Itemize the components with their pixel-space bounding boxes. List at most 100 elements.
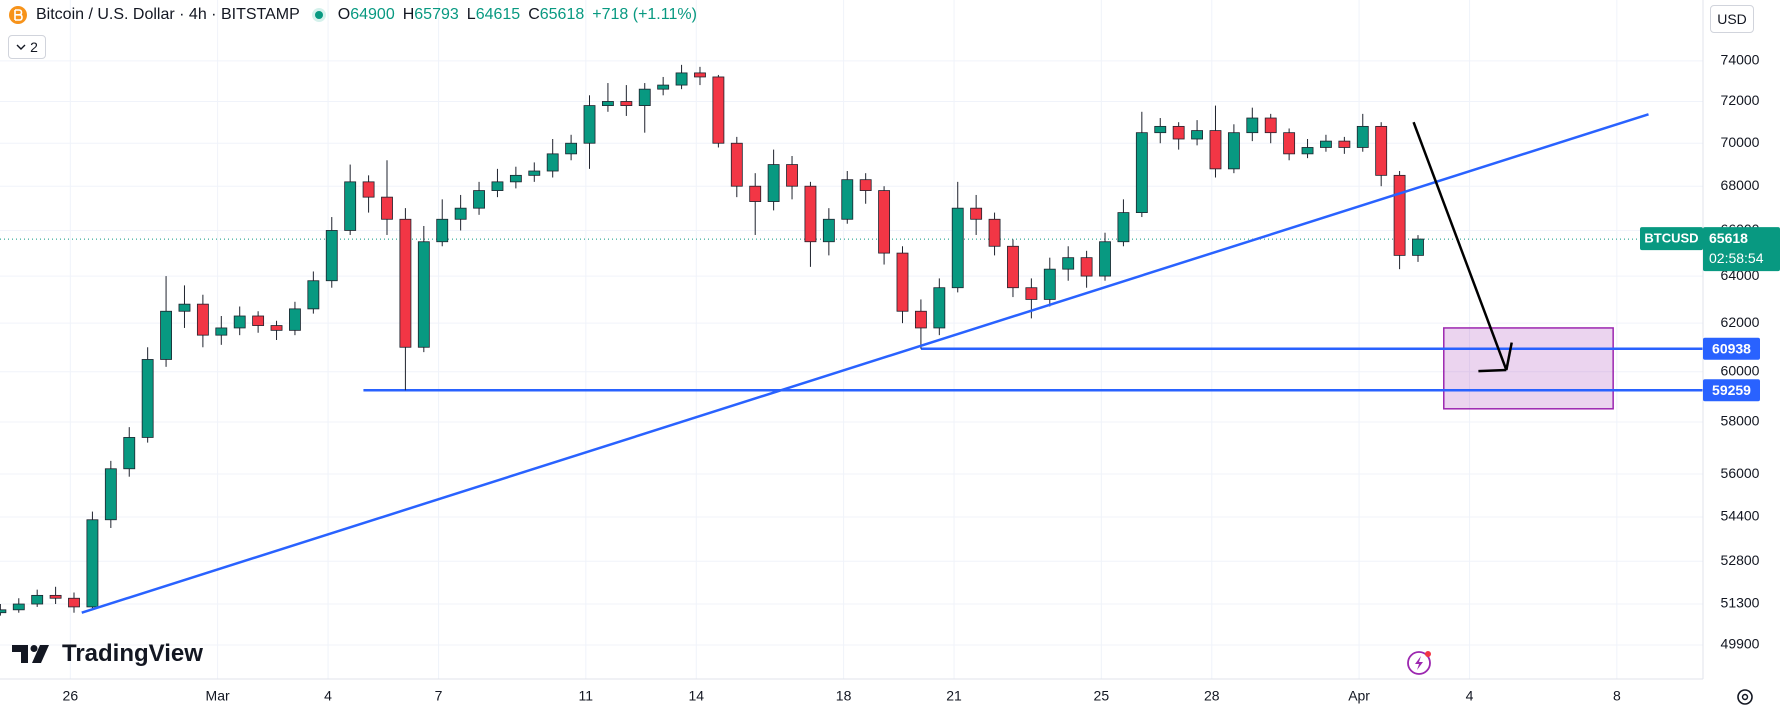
candle-body <box>565 142 578 155</box>
candle-body <box>473 190 485 209</box>
candle-body <box>68 597 80 608</box>
y-tick-label: 56000 <box>1721 465 1760 481</box>
gear-icon <box>1737 689 1753 705</box>
candle-body <box>1154 125 1167 134</box>
coin-icon <box>9 6 27 24</box>
candle-body <box>712 76 725 144</box>
candle-body <box>1191 130 1203 140</box>
events-icon <box>1407 651 1431 675</box>
x-tick-label: 18 <box>836 688 852 704</box>
candle-body <box>289 308 301 331</box>
candle-body <box>362 181 375 198</box>
x-tick-label: Apr <box>1348 688 1370 704</box>
candle-body <box>160 310 172 360</box>
symbol-title[interactable]: Bitcoin / U.S. Dollar · 4h · BITSTAMP <box>36 6 300 23</box>
y-tick-label: 49900 <box>1721 636 1760 652</box>
candle-body <box>1172 125 1185 140</box>
candle-body <box>1375 125 1388 176</box>
candle-body <box>1135 132 1148 214</box>
ohlc-value: 64615 <box>475 6 521 23</box>
indicators-toggle[interactable]: 2 <box>8 35 46 59</box>
y-tick-label: 54400 <box>1721 508 1760 524</box>
candle-body <box>49 594 62 599</box>
x-tick-label: 11 <box>579 688 594 704</box>
candle-body <box>436 218 449 243</box>
arrow-head <box>1478 368 1507 373</box>
candle-body <box>381 196 393 220</box>
candle-body <box>1209 130 1222 170</box>
candle-body <box>252 315 265 326</box>
candle-body <box>270 325 283 331</box>
chevron <box>16 44 26 50</box>
candle-body <box>1264 117 1277 134</box>
candle-body <box>233 315 246 329</box>
candle-body <box>1099 241 1111 277</box>
y-tick-label: 72000 <box>1721 92 1760 108</box>
candle-body <box>1007 245 1019 289</box>
arrow-head <box>1505 342 1513 371</box>
indicator-count: 2 <box>30 39 38 55</box>
level-label: 60938 <box>1712 340 1751 356</box>
candle-body <box>896 252 909 312</box>
events-ring <box>1407 651 1431 675</box>
x-tick-label: 8 <box>1613 688 1621 704</box>
candle-body <box>822 218 835 243</box>
price-label-bg <box>1703 227 1780 272</box>
symbol-label-bg <box>1640 227 1703 251</box>
x-tick-label: Mar <box>206 688 230 704</box>
candle-body <box>509 174 522 183</box>
candle-body <box>86 519 99 608</box>
x-tick-label: 28 <box>1204 688 1220 704</box>
x-tick-label: 4 <box>324 688 332 704</box>
candle-body <box>804 185 817 243</box>
candle-body <box>31 594 44 605</box>
ohlc-key: O <box>337 6 351 23</box>
candle-body <box>1025 287 1038 300</box>
candle-body <box>620 101 633 106</box>
candle-body <box>399 218 412 348</box>
candle-body <box>1356 125 1369 148</box>
symbol-label: BTCUSD <box>1644 231 1698 246</box>
candle-body <box>694 72 706 78</box>
candle-body <box>970 207 983 220</box>
candle-body <box>1393 174 1406 256</box>
x-tick-label: 25 <box>1094 688 1110 704</box>
ohlc-legend: O64900 H65793 L64615 C65618 +718 (+1.11%) <box>338 6 705 24</box>
candle-body <box>786 164 798 187</box>
ohlc-key: C <box>528 6 540 23</box>
candle-body <box>933 287 946 329</box>
y-tick-label: 74000 <box>1721 52 1760 68</box>
candle-body <box>546 153 559 172</box>
arrow-shaft <box>1412 121 1508 371</box>
candle-body <box>491 181 504 191</box>
price-label: 65618 <box>1709 230 1748 246</box>
candle-body <box>878 190 891 254</box>
brand-name: TradingView <box>62 640 203 667</box>
candle-body <box>1117 212 1130 243</box>
candle-body <box>215 327 228 336</box>
status-dot <box>311 8 326 22</box>
ohlc-value: 65618 <box>539 6 585 23</box>
target-zone <box>1443 327 1614 410</box>
candle-body <box>454 207 467 220</box>
candle-body <box>104 468 117 521</box>
header: Bitcoin / U.S. Dollar · 4h · BITSTAMP O 6… <box>8 5 705 25</box>
candle-body <box>123 437 136 470</box>
y-tick-label: 60000 <box>1721 362 1760 378</box>
y-tick-label: 52800 <box>1721 552 1760 568</box>
currency-button[interactable]: USD <box>1710 5 1754 33</box>
candle-body <box>1227 132 1240 170</box>
candle-body <box>730 142 743 187</box>
candle-body <box>988 218 1001 247</box>
candle-body <box>951 207 964 289</box>
candle-body <box>1043 268 1056 300</box>
ohlc-key: H <box>402 6 415 23</box>
events-dot <box>1425 651 1431 657</box>
candle-body <box>859 179 872 191</box>
candle-body <box>602 101 614 106</box>
gear-ring <box>1737 689 1753 705</box>
candle-body <box>0 609 7 614</box>
candle-body <box>583 105 596 144</box>
y-tick-label: 51300 <box>1721 595 1760 611</box>
